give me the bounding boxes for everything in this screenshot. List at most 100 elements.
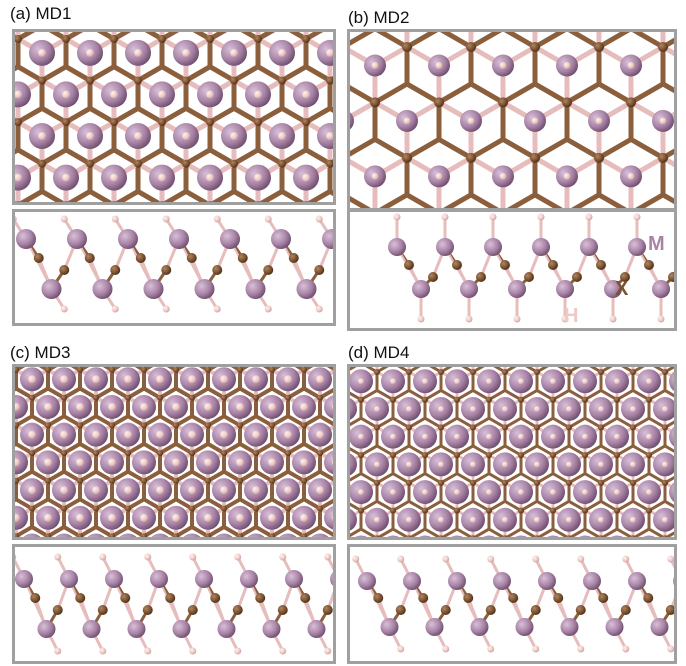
bond: [190, 441, 210, 456]
metal-atom: [194, 279, 215, 299]
chalcogen-atom: [134, 76, 142, 85]
bond: [663, 499, 675, 509]
chalcogen-atom: [189, 505, 195, 512]
hydrogen-atom: [537, 213, 545, 221]
chalcogen-atom: [263, 265, 274, 275]
hydrogen-atom: [62, 90, 70, 99]
metal-atom: [652, 280, 670, 298]
bond: [407, 527, 427, 538]
metal-atom: [169, 229, 189, 249]
bond: [372, 81, 410, 105]
bond: [142, 469, 162, 483]
metal-atom: [324, 505, 334, 530]
bond: [286, 497, 306, 511]
hydrogen-atom: [633, 213, 641, 221]
chalcogen-atom: [110, 265, 121, 275]
chalcogen-atom: [77, 367, 83, 373]
bond: [231, 147, 261, 167]
bond: [583, 527, 603, 538]
chalcogen-atom: [165, 593, 176, 603]
bond: [468, 136, 506, 161]
bond: [126, 414, 146, 428]
hydrogen-atom: [158, 90, 166, 99]
bond: [15, 105, 45, 125]
bond: [647, 388, 667, 402]
bond: [270, 469, 290, 483]
metal-atom: [628, 238, 646, 256]
chalcogen-atom: [189, 450, 195, 457]
bond: [631, 416, 651, 429]
metal-atom: [220, 229, 240, 249]
bond: [660, 192, 675, 205]
metal-atom: [86, 533, 106, 538]
bond: [349, 527, 363, 538]
metal-atom: [317, 122, 334, 149]
bond: [596, 81, 634, 105]
bond: [286, 414, 306, 428]
bond: [551, 527, 571, 538]
bond: [663, 388, 675, 398]
bond: [68, 578, 93, 630]
bond: [567, 366, 583, 374]
bond: [471, 527, 491, 538]
bond: [222, 414, 242, 428]
bond: [567, 527, 587, 538]
metal-atom: [532, 238, 550, 256]
chalcogen-atom: [135, 253, 146, 263]
bond: [46, 414, 66, 428]
chalcogen-atom: [206, 118, 214, 127]
hydrogen-atom: [252, 430, 260, 439]
bond: [551, 388, 571, 402]
bond: [111, 31, 133, 42]
hydrogen-atom: [324, 647, 332, 655]
hydrogen-atom: [254, 173, 262, 182]
bond: [293, 578, 318, 630]
bond: [491, 366, 507, 374]
bond: [503, 416, 523, 429]
hydrogen-atom: [76, 402, 84, 411]
bond: [503, 366, 519, 374]
hydrogen-atom: [99, 647, 107, 655]
chalcogen-atom: [285, 394, 291, 401]
hydrogen-atom: [111, 305, 119, 313]
hydrogen-atom: [300, 402, 308, 411]
hydrogen-atom: [76, 458, 84, 467]
bond: [532, 192, 565, 209]
bond: [487, 527, 507, 538]
chalcogen-atom: [254, 118, 262, 127]
hydrogen-atom: [162, 305, 170, 313]
metal-atom: [14, 164, 31, 191]
bond: [94, 441, 114, 456]
bond: [231, 105, 261, 125]
bond: [423, 527, 443, 538]
hydrogen-atom: [264, 305, 272, 313]
bond: [14, 469, 34, 483]
chalcogen-atom: [109, 422, 115, 429]
metal-atom: [182, 533, 202, 538]
hydrogen-atom: [627, 172, 635, 180]
bond: [615, 416, 635, 429]
bond: [487, 472, 507, 485]
bond: [101, 366, 114, 372]
panel-a-side-view: [12, 209, 336, 326]
bond: [471, 416, 491, 429]
bond: [583, 416, 603, 429]
bond: [143, 31, 165, 42]
bond: [158, 578, 183, 630]
chalcogen-atom: [187, 605, 198, 615]
panel-frame: [12, 209, 336, 326]
chalcogen-atom: [61, 450, 67, 457]
bond: [651, 366, 667, 374]
bond: [631, 366, 647, 374]
chalcogen-atom: [158, 35, 166, 43]
chalcogen-atom: [269, 367, 275, 373]
metal-atom: [245, 279, 266, 299]
chalcogen-atom: [14, 477, 19, 484]
panel-frame: [12, 364, 336, 540]
chalcogen-atom: [278, 76, 286, 85]
bond: [487, 444, 507, 457]
hydrogen-atom: [14, 513, 20, 522]
bond: [404, 81, 442, 105]
metal-atom: [296, 279, 317, 299]
chalcogen-atom: [59, 265, 70, 275]
